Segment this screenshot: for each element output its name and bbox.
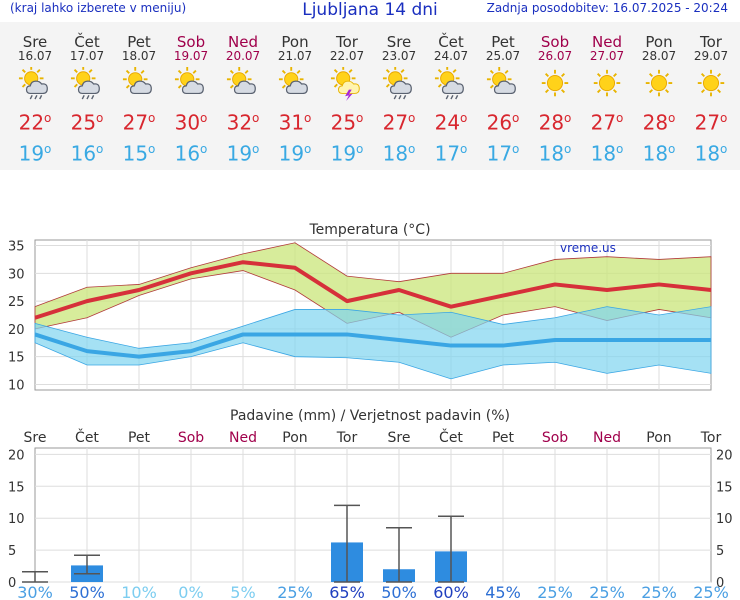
rain-probability-label: 25% — [641, 583, 677, 600]
precip-y-tick-right: 5 — [716, 544, 724, 559]
rain-probability-label: 25% — [693, 583, 729, 600]
precip-x-tick: Tor — [700, 430, 722, 446]
precip-x-tick: Sre — [388, 430, 411, 446]
rain-probability-label: 50% — [69, 583, 105, 600]
precip-y-tick-left: 5 — [8, 544, 16, 559]
temp-y-tick: 20 — [8, 323, 25, 338]
precip-y-tick-right: 10 — [716, 512, 733, 527]
precip-x-tick: Sob — [178, 430, 204, 446]
precip-x-tick: Tor — [336, 430, 358, 446]
precip-y-tick-left: 20 — [8, 448, 25, 463]
watermark: vreme.us — [560, 241, 616, 255]
precip-chart-title: Padavine (mm) / Verjetnost padavin (%) — [230, 408, 510, 424]
rain-probability-label: 45% — [485, 583, 521, 600]
precip-x-tick: Pet — [492, 430, 515, 446]
precip-x-tick: Pon — [282, 430, 307, 446]
rain-probability-label: 0% — [178, 583, 203, 600]
rain-probability-label: 60% — [433, 583, 469, 600]
rain-probability-label: 5% — [230, 583, 255, 600]
precip-x-tick: Ned — [229, 430, 257, 446]
precip-y-tick-right: 15 — [716, 480, 733, 495]
rain-probability-label: 65% — [329, 583, 365, 600]
temp-y-tick: 30 — [8, 267, 25, 282]
temp-chart-title: Temperatura (°C) — [308, 222, 430, 238]
precip-x-tick: Ned — [593, 430, 621, 446]
precip-plot-area — [35, 448, 711, 582]
temp-y-tick: 10 — [8, 378, 25, 393]
rain-probability-label: 30% — [17, 583, 53, 600]
precip-x-tick: Sob — [542, 430, 568, 446]
rain-probability-label: 25% — [277, 583, 313, 600]
rain-probability-label: 25% — [589, 583, 625, 600]
precip-y-tick-right: 20 — [716, 448, 733, 463]
precip-x-tick: Pon — [646, 430, 671, 446]
rain-probability-label: 50% — [381, 583, 417, 600]
precip-x-tick: Čet — [439, 428, 463, 446]
precip-y-tick-left: 15 — [8, 480, 25, 495]
temp-y-tick: 15 — [8, 351, 25, 366]
precip-x-tick: Pet — [128, 430, 151, 446]
precip-y-tick-left: 10 — [8, 512, 25, 527]
rain-probability-label: 10% — [121, 583, 157, 600]
temp-y-tick: 35 — [8, 240, 25, 255]
rain-probability-label: 25% — [537, 583, 573, 600]
temp-y-tick: 25 — [8, 295, 25, 310]
precip-x-tick: Sre — [24, 430, 47, 446]
precip-y-tick-left: 0 — [8, 576, 16, 591]
precip-x-tick: Čet — [75, 428, 99, 446]
